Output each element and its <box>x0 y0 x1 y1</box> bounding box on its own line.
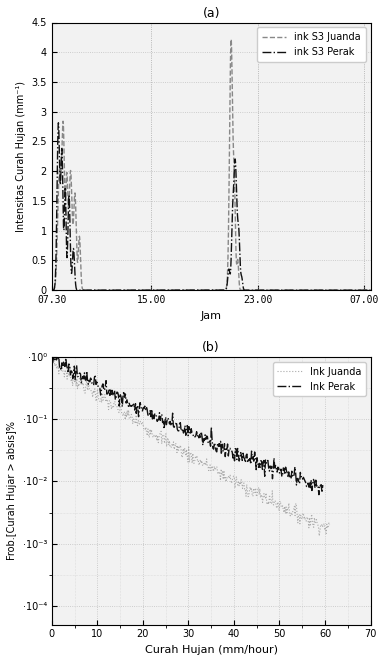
Y-axis label: Frob.[Curah Hujar > absis]%: Frob.[Curah Hujar > absis]% <box>7 421 17 560</box>
Ink Perak <box>176 427 180 435</box>
ink S3 Perak <box>340 286 345 294</box>
Title: (b): (b) <box>202 342 220 354</box>
ink S3 Juanda <box>175 286 179 294</box>
Ink Perak <box>195 432 200 440</box>
Ink Perak <box>310 487 314 495</box>
Ink Juanda <box>225 474 230 482</box>
X-axis label: Jam: Jam <box>201 310 222 320</box>
Legend: ink S3 Juanda, ink S3 Perak: ink S3 Juanda, ink S3 Perak <box>257 27 366 62</box>
Ink Perak <box>317 491 321 498</box>
ink S3 Juanda <box>128 286 133 294</box>
ink S3 Perak <box>368 286 373 294</box>
ink S3 Perak <box>175 286 179 294</box>
Ink Perak <box>53 352 58 360</box>
Line: ink S3 Perak: ink S3 Perak <box>52 122 371 290</box>
ink S3 Perak <box>49 286 54 294</box>
Ink Perak <box>123 390 128 398</box>
Ink Juanda <box>252 487 257 495</box>
Line: Ink Juanda: Ink Juanda <box>54 357 330 536</box>
Ink Perak <box>320 481 325 489</box>
ink S3 Perak <box>261 286 265 294</box>
Ink Juanda <box>327 521 332 529</box>
ink S3 Perak <box>56 118 61 126</box>
Ink Juanda <box>317 532 322 540</box>
ink S3 Juanda <box>120 286 124 294</box>
Y-axis label: Intensitas Curah Hujan (mm⁻¹): Intensitas Curah Hujan (mm⁻¹) <box>16 81 26 232</box>
Ink Juanda <box>85 383 90 391</box>
ink S3 Juanda <box>49 286 54 294</box>
X-axis label: Curah Hujan (mm/hour): Curah Hujan (mm/hour) <box>145 645 278 655</box>
Ink Juanda <box>161 430 166 438</box>
Legend: Ink Juanda, Ink Perak: Ink Juanda, Ink Perak <box>273 362 366 397</box>
Line: ink S3 Juanda: ink S3 Juanda <box>52 39 371 290</box>
Title: (a): (a) <box>202 7 220 20</box>
Ink Juanda <box>52 354 56 361</box>
ink S3 Perak <box>313 286 318 294</box>
ink S3 Perak <box>114 286 119 294</box>
ink S3 Juanda <box>368 286 373 294</box>
Line: Ink Perak: Ink Perak <box>52 356 323 495</box>
ink S3 Juanda <box>229 35 234 43</box>
Ink Juanda <box>251 493 255 500</box>
ink S3 Juanda <box>340 286 345 294</box>
ink S3 Perak <box>120 286 125 294</box>
Ink Perak <box>50 359 55 367</box>
ink S3 Juanda <box>313 286 318 294</box>
Ink Juanda <box>142 425 146 433</box>
Ink Perak <box>318 482 323 490</box>
ink S3 Perak <box>183 286 187 294</box>
Ink Perak <box>210 444 215 452</box>
ink S3 Juanda <box>183 286 187 294</box>
ink S3 Juanda <box>261 286 265 294</box>
